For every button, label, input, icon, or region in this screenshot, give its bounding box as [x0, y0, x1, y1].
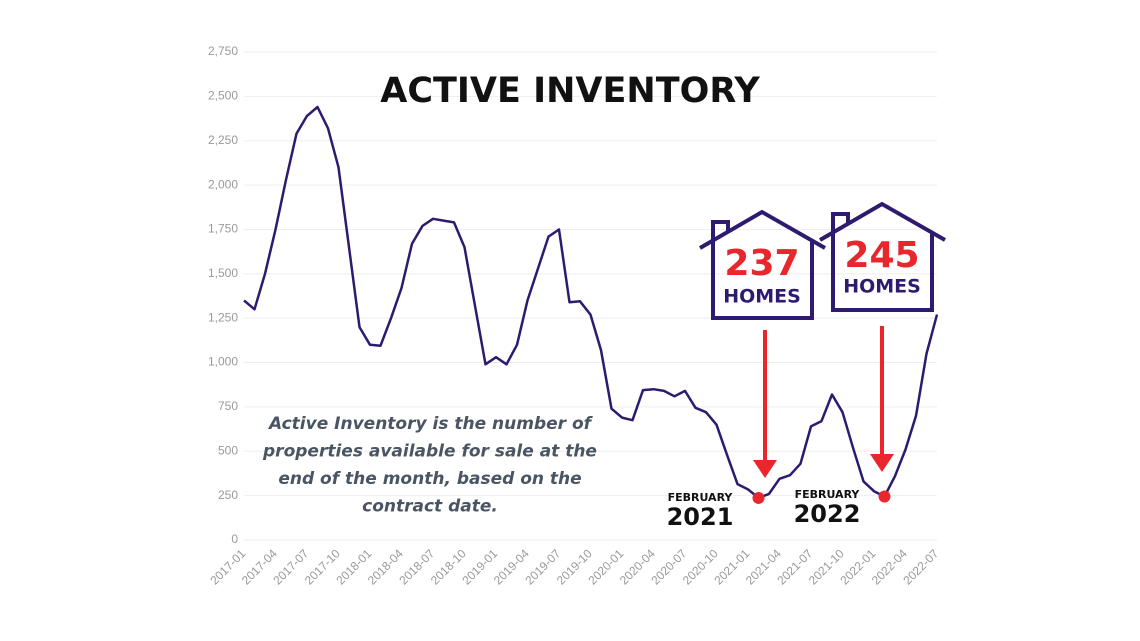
y-tick-label: 2,250	[208, 133, 238, 147]
y-tick-label: 750	[218, 399, 238, 413]
description-line: contract date.	[362, 497, 498, 517]
annotation-month: FEBRUARY	[795, 488, 861, 501]
arrows	[753, 326, 894, 478]
y-tick-label: 2,750	[208, 44, 238, 58]
description-line: end of the month, based on the	[278, 469, 581, 489]
chart-title: ACTIVE INVENTORY	[380, 71, 760, 111]
line-series	[243, 105, 939, 500]
y-tick-label: 1,250	[208, 310, 238, 324]
y-tick-label: 250	[218, 488, 238, 502]
y-tick-label: 1,000	[208, 355, 238, 369]
arrow-head	[753, 460, 777, 478]
house-icon	[698, 209, 826, 320]
y-tick-label: 2,500	[208, 89, 238, 103]
x-tick-label: 2022-07	[900, 546, 941, 587]
highlight-dot	[878, 490, 891, 503]
annotation-unit: HOMES	[723, 286, 801, 308]
y-tick-label: 2,000	[208, 177, 238, 191]
highlight-dot	[752, 491, 765, 504]
annotation-month: FEBRUARY	[668, 491, 734, 504]
y-tick-label: 0	[231, 532, 238, 546]
annotation-number: 237	[724, 243, 799, 284]
house-icon	[818, 201, 946, 312]
annotation-year: 2022	[794, 500, 861, 528]
annotation-number: 245	[844, 235, 919, 276]
y-tick-label: 500	[218, 443, 238, 457]
y-tick-label: 1,750	[208, 222, 238, 236]
annotation-year: 2021	[667, 503, 734, 531]
annotation-unit: HOMES	[843, 276, 921, 298]
house-icons	[698, 201, 946, 320]
arrow-head	[870, 454, 894, 472]
y-tick-label: 1,500	[208, 266, 238, 280]
description-line: properties available for sale at the	[262, 442, 597, 462]
description-line: Active Inventory is the number of	[267, 414, 594, 434]
